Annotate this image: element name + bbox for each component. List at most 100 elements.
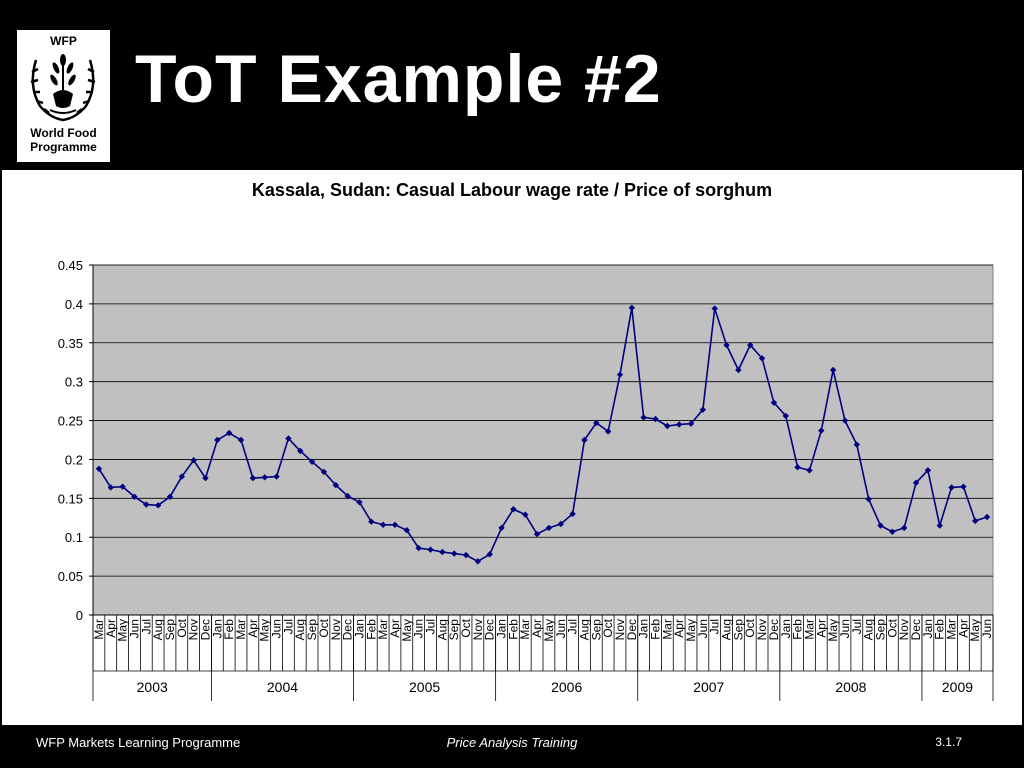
x-tick-label: Nov (187, 619, 201, 640)
logo-name-line2: Programme (30, 140, 97, 154)
x-tick-label: Nov (755, 619, 769, 640)
data-point (95, 465, 103, 472)
x-tick-label: Jul (566, 619, 580, 634)
y-tick-label: 0.15 (58, 491, 83, 506)
data-point (936, 522, 943, 529)
x-tick-label: Aug (293, 619, 307, 640)
x-tick-label: Aug (435, 619, 449, 640)
x-tick-label: Jan (637, 619, 651, 638)
data-point (154, 502, 162, 509)
data-point (983, 513, 991, 521)
x-tick-label: May (542, 619, 556, 642)
data-point (545, 524, 553, 532)
year-label: 2005 (409, 679, 440, 695)
data-point (889, 528, 896, 535)
data-point (806, 467, 813, 474)
data-point (758, 355, 766, 362)
data-point (510, 506, 517, 513)
y-tick-label: 0.05 (58, 569, 83, 584)
x-tick-label: Jun (412, 619, 426, 638)
x-tick-label: Apr (388, 619, 402, 638)
data-point (664, 422, 671, 430)
data-point (320, 468, 328, 476)
data-point (285, 435, 292, 442)
x-tick-label: Nov (471, 619, 485, 640)
x-tick-label: Jul (424, 619, 438, 634)
y-tick-label: 0.45 (58, 258, 83, 273)
data-point (273, 473, 280, 480)
x-tick-label: May (116, 619, 130, 642)
data-point (912, 479, 920, 486)
data-point (829, 366, 837, 374)
data-point (237, 436, 245, 444)
data-point (865, 495, 872, 503)
data-point (308, 458, 316, 465)
data-point (640, 414, 647, 421)
x-tick-label: Mar (92, 619, 106, 640)
data-point (450, 550, 458, 557)
x-tick-label: Mar (234, 619, 248, 640)
line-chart: 00.050.10.150.20.250.30.350.40.45MarAprM… (58, 258, 994, 701)
data-point (687, 420, 695, 427)
data-point (711, 305, 718, 312)
logo-name: World Food Programme (17, 126, 110, 154)
data-point (841, 417, 849, 424)
chart-panel: Kassala, Sudan: Casual Labour wage rate … (2, 170, 1022, 725)
year-label: 2004 (267, 679, 298, 695)
footer-course-title: Price Analysis Training (446, 735, 578, 750)
x-tick-label: Aug (577, 619, 591, 640)
x-tick-label: Jun (696, 619, 710, 638)
data-point (415, 544, 422, 552)
x-tick-label: Dec (199, 619, 213, 640)
data-point (675, 421, 683, 428)
x-tick-label: Mar (518, 619, 532, 640)
data-point (794, 464, 801, 471)
data-point (202, 474, 209, 482)
data-point (356, 499, 363, 506)
x-tick-label: Oct (175, 618, 189, 637)
x-tick-label: Oct (601, 618, 615, 637)
data-point (332, 481, 339, 489)
x-tick-label: Jul (708, 619, 722, 634)
y-tick-label: 0.4 (65, 297, 83, 312)
data-point (462, 551, 470, 559)
y-tick-label: 0.35 (58, 336, 83, 351)
x-tick-label: Jun (838, 619, 852, 638)
plot-area (92, 264, 994, 616)
year-label: 2008 (835, 679, 866, 695)
x-tick-label: Jun (270, 619, 284, 638)
footer-organization: WFP Markets Learning Programme (36, 735, 241, 750)
data-point (214, 436, 221, 444)
x-tick-label: Jan (921, 619, 935, 638)
x-tick-label: Jun (980, 619, 994, 638)
x-tick-label: Aug (720, 619, 734, 640)
x-tick-label: Sep (305, 619, 319, 641)
x-tick-label: Jan (210, 619, 224, 638)
data-point (699, 406, 707, 413)
x-tick-label: May (968, 619, 982, 642)
x-tick-label: May (826, 619, 840, 642)
data-point (190, 457, 197, 464)
x-tick-label: Jul (139, 619, 153, 634)
x-tick-label: Mar (660, 619, 674, 640)
data-point (569, 510, 576, 518)
y-tick-label: 0 (76, 608, 83, 623)
slide-header: WFP World Food Programme ToT Example #2 (0, 0, 1024, 170)
x-tick-label: Sep (163, 619, 177, 641)
wfp-logo: WFP World Food Programme (17, 30, 110, 162)
x-tick-label: Sep (589, 619, 603, 641)
x-tick-label: Feb (506, 619, 520, 640)
footer-slide-number: 3.1.7 (935, 735, 962, 749)
data-point (119, 483, 126, 490)
data-point (107, 484, 114, 491)
x-tick-label: Mar (376, 619, 390, 640)
data-point (143, 501, 150, 508)
y-tick-label: 0.1 (65, 530, 83, 545)
x-tick-label: Dec (767, 619, 781, 640)
x-tick-label: Nov (897, 619, 911, 640)
data-point (735, 366, 742, 374)
data-point (297, 447, 304, 455)
slide-footer: WFP Markets Learning Programme Price Ana… (0, 725, 1024, 768)
data-point (439, 548, 446, 556)
chart-title: Kassala, Sudan: Casual Labour wage rate … (251, 180, 773, 200)
